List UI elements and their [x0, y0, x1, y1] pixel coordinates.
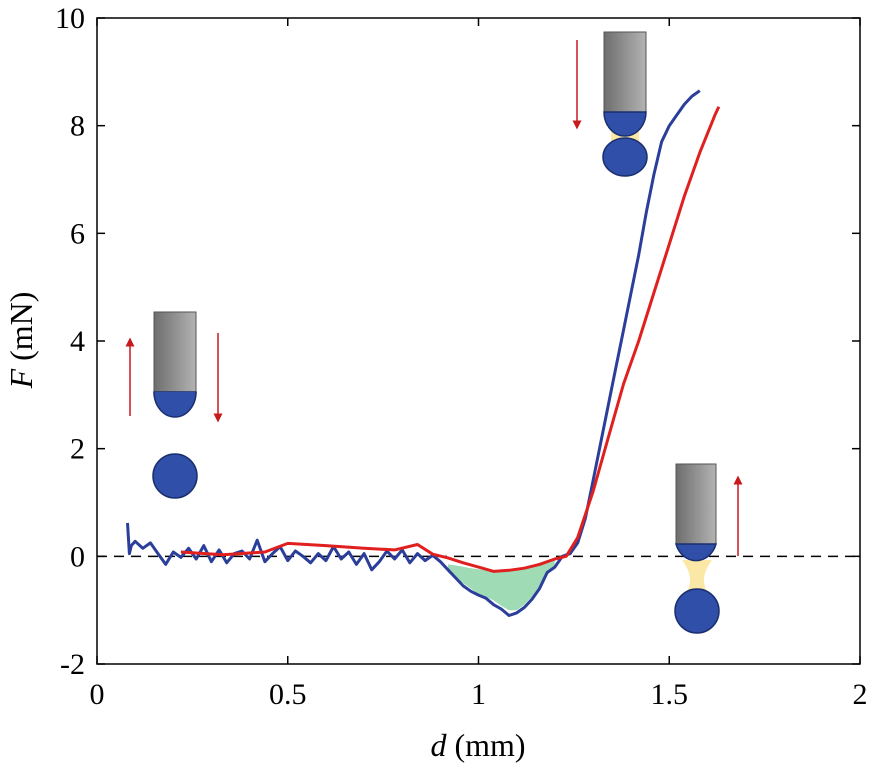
series-line-1: [126, 89, 701, 617]
y-axis-title: F (mN): [3, 292, 39, 390]
y-tick-label: 10: [55, 2, 85, 35]
shaded-region-layer: [448, 559, 555, 611]
x-tick-label: 1.5: [651, 678, 689, 711]
tip-sphere: [603, 111, 647, 137]
y-axis-unit: (mN): [3, 292, 39, 369]
shaded-adhesion-area: [448, 559, 555, 611]
x-tick-label: 0: [90, 678, 105, 711]
y-tick-label: 4: [70, 325, 85, 358]
y-axis-symbol: F: [3, 368, 39, 389]
tip-sphere: [675, 543, 717, 562]
y-tick-label: 0: [70, 540, 85, 573]
bottom-sphere: [674, 588, 720, 634]
inset-retraction: [674, 463, 743, 634]
series-layer: [126, 89, 721, 617]
x-tick-label: 1: [471, 678, 486, 711]
x-tick-label: 2: [853, 678, 868, 711]
y-tick-label: 2: [70, 433, 85, 466]
x-axis-unit: (mm): [446, 727, 525, 763]
x-tick-label: 0.5: [269, 678, 307, 711]
x-axis-title: d (mm): [430, 727, 525, 763]
inset-compression: [572, 31, 648, 177]
x-axis-symbol: d: [430, 727, 447, 763]
tip-sphere-cap: [153, 391, 197, 418]
liquid-bridge: [682, 560, 712, 596]
series-line-2: [180, 106, 721, 573]
probe-tip: [153, 311, 197, 393]
y-tick-label: 8: [70, 110, 85, 143]
bottom-sphere: [602, 137, 648, 177]
bottom-sphere: [152, 453, 198, 499]
y-tick-label: 6: [70, 217, 85, 250]
probe-tip: [675, 463, 717, 545]
probe-tip: [603, 31, 647, 113]
y-tick-label: -2: [60, 648, 85, 681]
inset-approach: [125, 311, 223, 499]
